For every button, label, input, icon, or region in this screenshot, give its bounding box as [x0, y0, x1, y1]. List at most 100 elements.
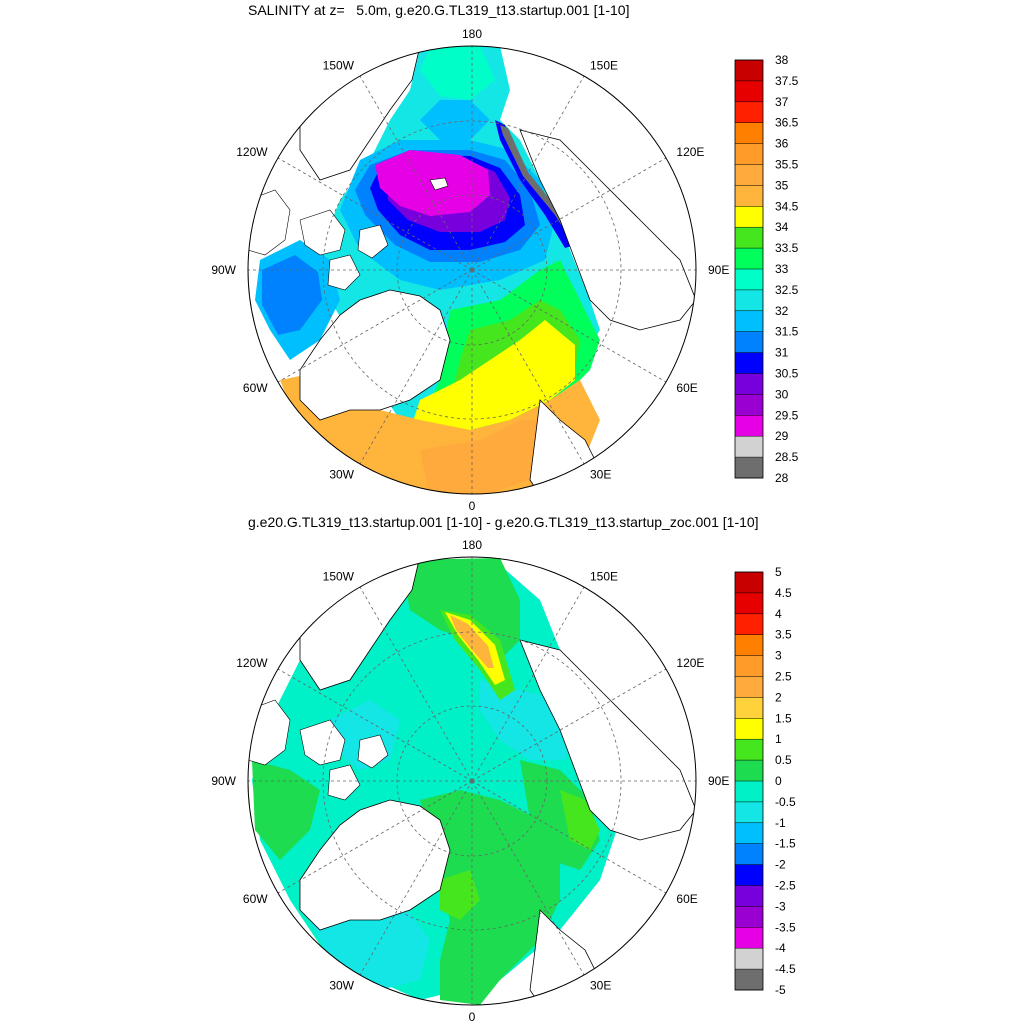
longitude-label: 60E [676, 892, 697, 906]
colorbar-label: 31.5 [775, 325, 799, 339]
colorbar-label: 3 [775, 649, 782, 663]
colorbar-label: 2 [775, 690, 782, 704]
colorbar-swatch [735, 436, 763, 458]
colorbar-swatch [735, 394, 763, 416]
colorbar-swatch [735, 969, 763, 991]
longitude-label: 120E [676, 145, 704, 159]
colorbar-label: -1 [775, 816, 786, 830]
colorbar-swatch [735, 634, 763, 656]
colorbar-swatch [735, 572, 763, 594]
colorbar-label: -5 [775, 983, 786, 997]
longitude-label: 150E [590, 570, 618, 584]
colorbar-swatch [735, 80, 763, 103]
colorbar-swatch [735, 927, 763, 949]
colorbar-label: 31 [775, 346, 789, 360]
colorbar-bottom: 5 4.5 4 3.5 3 2.5 2 1.5 1 0.5 0 -0.5 -1 -1.5 -2 -2.5 -3 -… [734, 565, 796, 997]
colorbar-swatch [735, 164, 763, 186]
longitude-label: 90W [211, 774, 236, 788]
colorbar-label: -4 [775, 941, 786, 955]
longitude-label: 180 [462, 538, 482, 552]
longitude-label: 0 [469, 1010, 476, 1024]
colorbar-label: 28.5 [775, 450, 799, 464]
longitude-label: 120E [676, 656, 704, 670]
colorbar-label: -4.5 [775, 962, 796, 976]
colorbar-swatch [735, 801, 763, 824]
colorbar-swatch [735, 613, 763, 635]
colorbar-swatch [735, 822, 763, 844]
colorbar-swatch [735, 143, 763, 165]
colorbar-label: 5 [775, 565, 782, 579]
colorbar-label: -2.5 [775, 879, 796, 893]
graticule-bottom [248, 557, 696, 1005]
colorbar-label: 3.5 [775, 628, 792, 642]
colorbar-swatch [735, 227, 763, 249]
longitude-label: 90E [708, 263, 729, 277]
colorbar-swatch [735, 843, 763, 865]
colorbar-swatch [735, 269, 763, 291]
colorbar-label: 4 [775, 607, 782, 621]
pacific-inflow-region [420, 46, 495, 100]
colorbar-label: -2 [775, 858, 786, 872]
colorbar-label: 29 [775, 429, 789, 443]
colorbar-label: 29.5 [775, 408, 799, 422]
colorbar-swatch [735, 781, 763, 803]
graticule-top [248, 46, 696, 494]
longitude-label: 30W [329, 978, 354, 992]
canadian-archipelago-bottom [299, 719, 389, 801]
colorbar-swatch [735, 906, 763, 928]
colorbar-label: 36.5 [775, 116, 799, 130]
colorbar-label: 33 [775, 262, 789, 276]
colorbar-label: -3.5 [775, 920, 796, 934]
salinity-difference-map: 180 150E 120E 90E 60E 30E 0 30W 60W 90W 120W 150W [211, 538, 729, 1024]
longitude-label: 30W [329, 467, 354, 481]
longitude-label: 150W [323, 59, 355, 73]
colorbar-label: -3 [775, 899, 786, 913]
longitude-label: 90E [708, 774, 729, 788]
colorbar-label: 34.5 [775, 199, 799, 213]
colorbar-swatch [735, 457, 763, 479]
longitude-label: 90W [211, 263, 236, 277]
colorbar-label: 30 [775, 387, 789, 401]
colorbar-swatch [735, 373, 763, 395]
colorbar-label: 35 [775, 178, 789, 192]
colorbar-label: 37.5 [775, 74, 799, 88]
colorbar-swatch [735, 415, 763, 437]
siberia-landmass-bottom [519, 639, 696, 841]
longitude-label: 0 [469, 499, 476, 513]
colorbar-swatch [735, 289, 763, 312]
colorbar-label: 0 [775, 774, 782, 788]
colorbar-label: 32.5 [775, 283, 799, 297]
longitude-label: 30E [590, 978, 611, 992]
longitude-label: 120W [236, 145, 268, 159]
colorbar-label: 1.5 [775, 711, 792, 725]
salinity-map: 180 150E 120E 90E 60E 30E 0 30W 60W 90W 120W 150W [211, 27, 729, 513]
colorbar-swatch [735, 185, 763, 207]
colorbar-label: 33.5 [775, 241, 799, 255]
colorbar-label: 37 [775, 95, 789, 109]
colorbar-swatch [735, 676, 763, 698]
longitude-label: 120W [236, 656, 268, 670]
longitude-label: 60E [676, 381, 697, 395]
colorbar-swatch [735, 206, 763, 228]
colorbar-swatch [735, 948, 763, 970]
colorbar-label: 38 [775, 53, 789, 67]
greenland-landmass-bottom [299, 799, 451, 931]
colorbar-label: 30.5 [775, 367, 799, 381]
longitude-label: 60W [243, 892, 268, 906]
colorbar-swatch [735, 122, 763, 144]
colorbar-label: 34 [775, 220, 789, 234]
colorbar-swatch [735, 101, 763, 123]
longitude-label: 30E [590, 467, 611, 481]
colorbar-swatch [735, 697, 763, 719]
longitude-label: 60W [243, 381, 268, 395]
colorbar-top: 38 37.5 37 36.5 36 35.5 35 34.5 34 33.5 33 32.5 32 31… [734, 53, 799, 485]
colorbar-label: 35.5 [775, 158, 799, 172]
colorbar-label: -1.5 [775, 837, 796, 851]
colorbar-swatch [735, 739, 763, 761]
colorbar-swatch [735, 352, 763, 374]
colorbar-swatch [735, 885, 763, 907]
colorbar-label: -0.5 [775, 795, 796, 809]
longitude-label: 150E [590, 59, 618, 73]
map-title-top: SALINITY at z= 5.0m, g.e20.G.TL319_t13.s… [248, 2, 630, 18]
